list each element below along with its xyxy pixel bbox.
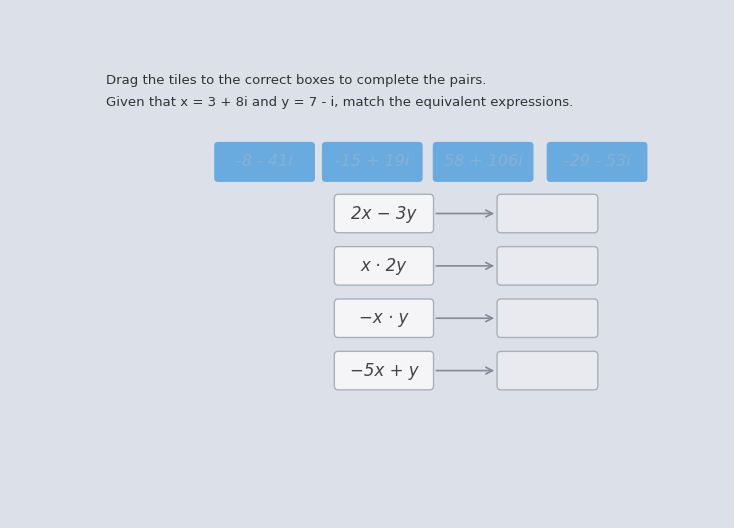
FancyBboxPatch shape [334, 194, 434, 233]
FancyBboxPatch shape [497, 194, 597, 233]
Text: -15 + 19i: -15 + 19i [335, 154, 410, 169]
FancyBboxPatch shape [214, 142, 315, 182]
FancyBboxPatch shape [322, 142, 423, 182]
Text: 2x − 3y: 2x − 3y [352, 204, 417, 222]
Text: -29 - 53i: -29 - 53i [564, 154, 631, 169]
FancyBboxPatch shape [433, 142, 534, 182]
Text: x · 2y: x · 2y [361, 257, 407, 275]
FancyBboxPatch shape [497, 299, 597, 337]
Text: 58 + 106i: 58 + 106i [444, 154, 523, 169]
Text: -8 - 41i: -8 - 41i [236, 154, 293, 169]
Text: −x · y: −x · y [359, 309, 409, 327]
Text: Given that x = 3 + 8i and y = 7 - i, match the equivalent expressions.: Given that x = 3 + 8i and y = 7 - i, mat… [106, 96, 573, 109]
FancyBboxPatch shape [497, 351, 597, 390]
FancyBboxPatch shape [334, 299, 434, 337]
Text: −5x + y: −5x + y [349, 362, 418, 380]
FancyBboxPatch shape [547, 142, 647, 182]
Text: Drag the tiles to the correct boxes to complete the pairs.: Drag the tiles to the correct boxes to c… [106, 74, 486, 87]
FancyBboxPatch shape [334, 247, 434, 285]
FancyBboxPatch shape [334, 351, 434, 390]
FancyBboxPatch shape [497, 247, 597, 285]
